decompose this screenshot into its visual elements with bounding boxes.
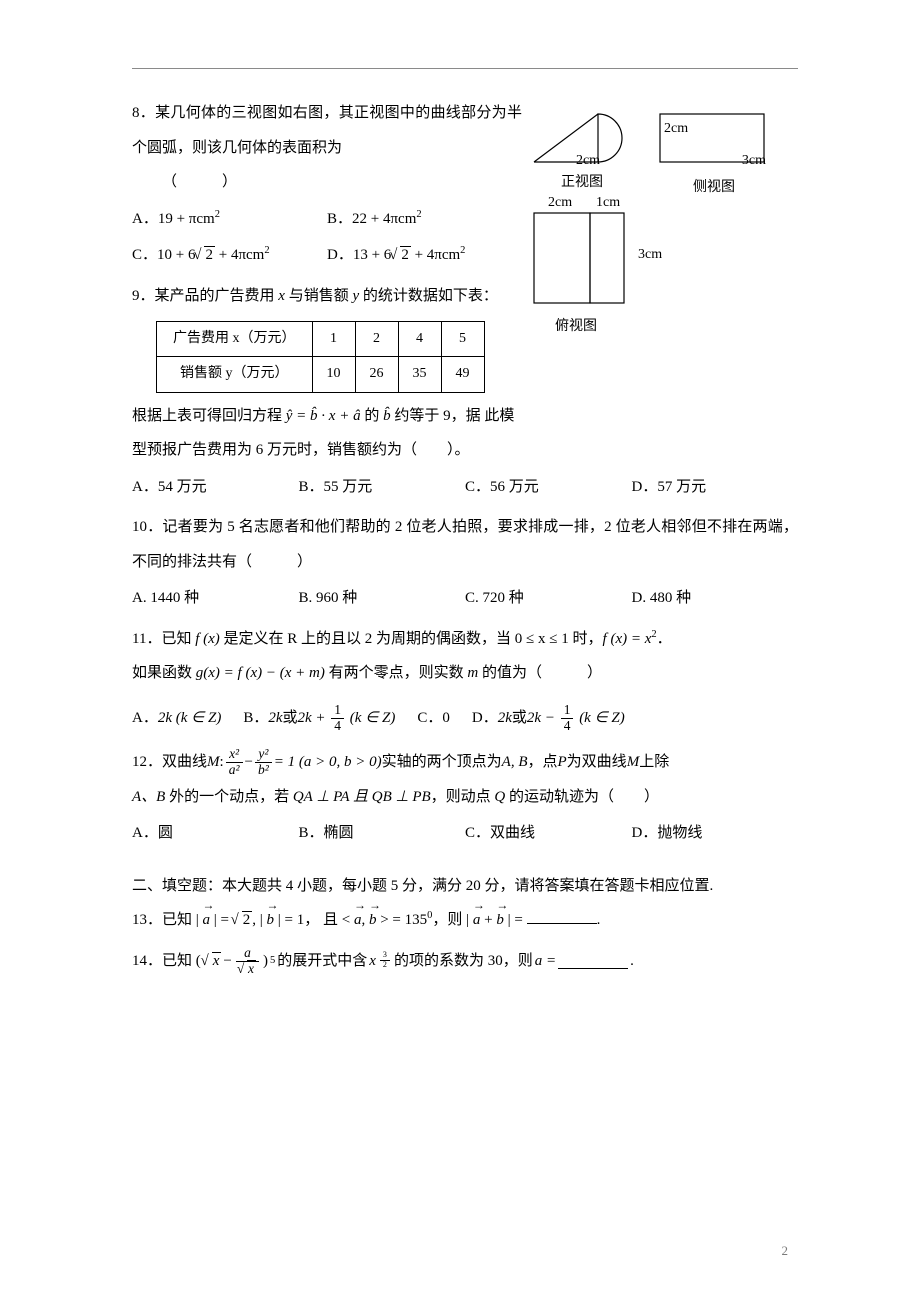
q9-r2c0: 销售额 y（万元） — [157, 357, 313, 392]
q9-options: A．54 万元 B．55 万元 C．56 万元 D．57 万元 — [132, 470, 798, 505]
q12-optD: D．抛物线 — [632, 816, 799, 851]
three-view-diagram: 2cm 正视图 2cm 3cm 侧视图 — [528, 96, 798, 399]
q11-line1: 11．已知 f (x) 是定义在 R 上的且以 2 为周期的偶函数，当 0 ≤ … — [132, 622, 798, 657]
q12-line1: 12．双曲线 M : x²a² − y²b² = 1 (a > 0, b > 0… — [132, 745, 798, 780]
q10-optA: A. 1440 种 — [132, 581, 299, 616]
q9: 9．某产品的广告费用 x 与销售额 y 的统计数据如下表： 广告费用 x（万元）… — [132, 279, 522, 393]
q8-text: 8．某几何体的三视图如右图，其正视图中的曲线部分为半个圆弧，则该几何体的表面积为 — [132, 96, 522, 165]
q14: 14．已知 (x − ax)5 的展开式中含 x32 的项的系数为 30，则 a… — [132, 944, 798, 979]
side-3cm-label: 3cm — [742, 151, 766, 171]
q10-optD: D. 480 种 — [632, 581, 799, 616]
q9-line3: 型预报广告费用为 6 万元时，销售额约为（ ）。 — [132, 433, 798, 468]
q10-optC: C. 720 种 — [465, 581, 632, 616]
q8: 8．某几何体的三视图如右图，其正视图中的曲线部分为半个圆弧，则该几何体的表面积为… — [132, 96, 522, 273]
q12-line2: A、B 外的一个动点，若 QA ⊥ PA 且 QB ⊥ PB，则动点 Q 的运动… — [132, 780, 798, 815]
q12-optC: C．双曲线 — [465, 816, 632, 851]
q11-optA: A．2k (k ∈ Z) — [132, 701, 221, 736]
q13-text: 13．已知 | a | = 2, | b | = 1， 且 < a, b > =… — [132, 903, 798, 938]
q11-optD: D．2k或2k − 14 (k ∈ Z) — [472, 701, 625, 736]
q11: 11．已知 f (x) 是定义在 R 上的且以 2 为周期的偶函数，当 0 ≤ … — [132, 622, 798, 736]
q10-options: A. 1440 种 B. 960 种 C. 720 种 D. 480 种 — [132, 581, 798, 616]
q12-optA: A．圆 — [132, 816, 299, 851]
q10: 10．记者要为 5 名志愿者和他们帮助的 2 位老人拍照，要求排成一排，2 位老… — [132, 510, 798, 616]
top-label: 俯视图 — [494, 317, 658, 337]
q8-optD: D．13 + 62 + 4πcm2 — [327, 238, 522, 273]
q11-line2: 如果函数 g(x) = f (x) − (x + m) 有两个零点，则实数 m … — [132, 656, 798, 691]
section2-title: 二、填空题：本大题共 4 小题，每小题 5 分，满分 20 分，请将答案填在答题… — [132, 869, 798, 904]
q8-optA: A．19 + πcm2 — [132, 202, 327, 237]
q11-optC: C．0 — [417, 701, 450, 736]
q8-options-row1: A．19 + πcm2 B．22 + 4πcm2 — [132, 202, 522, 237]
table-row: 销售额 y（万元） 10 26 35 49 — [157, 357, 485, 392]
q9-r1c0: 广告费用 x（万元） — [157, 322, 313, 357]
q9-optC: C．56 万元 — [465, 470, 632, 505]
q11-optB: B．2k或2k + 14 (k ∈ Z) — [243, 701, 395, 736]
q8-options-row2: C．10 + 62 + 4πcm2 D．13 + 62 + 4πcm2 — [132, 238, 522, 273]
front-label: 正视图 — [528, 173, 636, 193]
q8-paren: （ ） — [132, 165, 522, 200]
q10-text: 10．记者要为 5 名志愿者和他们帮助的 2 位老人拍照，要求排成一排，2 位老… — [132, 510, 798, 579]
q8-optC: C．10 + 62 + 4πcm2 — [132, 238, 327, 273]
side-2cm-label: 2cm — [664, 119, 688, 139]
q9-optD: D．57 万元 — [632, 470, 799, 505]
q10-optB: B. 960 种 — [299, 581, 466, 616]
table-row: 广告费用 x（万元） 1 2 4 5 — [157, 322, 485, 357]
q14-text: 14．已知 (x − ax)5 的展开式中含 x32 的项的系数为 30，则 a… — [132, 944, 798, 979]
q13: 13．已知 | a | = 2, | b | = 1， 且 < a, b > =… — [132, 903, 798, 938]
side-label: 侧视图 — [654, 178, 774, 198]
q9-optA: A．54 万元 — [132, 470, 299, 505]
top-view: 2cm 1cm 3cm 俯视图 — [528, 207, 658, 336]
q12-optB: B．椭圆 — [299, 816, 466, 851]
page-number: 2 — [782, 1236, 789, 1266]
side-view: 2cm 3cm 侧视图 — [654, 106, 774, 197]
top-2cm-label: 2cm — [548, 193, 572, 213]
q8-optB: B．22 + 4πcm2 — [327, 202, 522, 237]
top-1cm-label: 1cm — [596, 193, 620, 213]
front-view: 2cm 正视图 — [528, 106, 636, 197]
top-3cm-label: 3cm — [638, 245, 662, 265]
q9-table: 广告费用 x（万元） 1 2 4 5 销售额 y（万元） 10 26 35 49 — [156, 321, 485, 393]
q12: 12．双曲线 M : x²a² − y²b² = 1 (a > 0, b > 0… — [132, 745, 798, 851]
q9-cont: 根据上表可得回归方程 ŷ = b̂ · x + â 的 b̂ 约等于 9，据 此… — [132, 399, 798, 505]
q9-line1: 9．某产品的广告费用 x 与销售额 y 的统计数据如下表： — [132, 279, 522, 314]
page-content: 8．某几何体的三视图如右图，其正视图中的曲线部分为半个圆弧，则该几何体的表面积为… — [132, 68, 798, 978]
q14-blank — [558, 954, 628, 969]
q13-blank — [527, 909, 597, 924]
page-top-rule — [132, 68, 798, 69]
q12-options: A．圆 B．椭圆 C．双曲线 D．抛物线 — [132, 816, 798, 851]
q11-options: A．2k (k ∈ Z) B．2k或2k + 14 (k ∈ Z) C．0 D．… — [132, 701, 798, 736]
q9-optB: B．55 万元 — [299, 470, 466, 505]
q9-line2: 根据上表可得回归方程 ŷ = b̂ · x + â 的 b̂ 约等于 9，据 此… — [132, 399, 798, 434]
